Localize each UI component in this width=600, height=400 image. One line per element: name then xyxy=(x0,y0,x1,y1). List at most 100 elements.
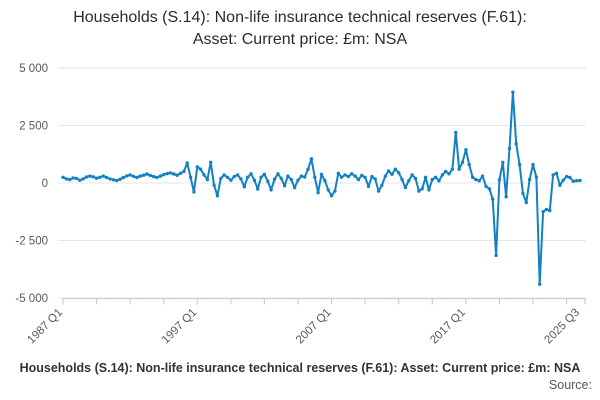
series-point[interactable] xyxy=(336,171,340,175)
series-point[interactable] xyxy=(470,175,475,179)
series-point[interactable] xyxy=(172,172,176,176)
series-point[interactable] xyxy=(527,177,532,182)
series-point[interactable] xyxy=(319,172,324,176)
series-point[interactable] xyxy=(279,176,283,181)
series-point[interactable] xyxy=(168,171,173,175)
series-point[interactable] xyxy=(316,191,320,195)
series-point[interactable] xyxy=(111,178,116,182)
series-point[interactable] xyxy=(162,173,166,177)
series-point[interactable] xyxy=(68,177,72,182)
series-point[interactable] xyxy=(507,146,512,151)
series-point[interactable] xyxy=(497,178,502,182)
series-point[interactable] xyxy=(225,175,230,179)
series-point[interactable] xyxy=(309,157,314,161)
series-point[interactable] xyxy=(192,190,196,194)
series-point[interactable] xyxy=(141,173,146,177)
series-point[interactable] xyxy=(252,178,257,182)
series-point[interactable] xyxy=(299,174,304,178)
series-point[interactable] xyxy=(185,161,189,165)
series-point[interactable] xyxy=(534,175,539,179)
series-point[interactable] xyxy=(397,171,401,175)
series-point[interactable] xyxy=(524,200,528,205)
series-point[interactable] xyxy=(437,179,441,183)
series-point[interactable] xyxy=(366,184,371,189)
series-households-f61[interactable] xyxy=(61,90,582,286)
series-point[interactable] xyxy=(444,169,448,174)
series-point[interactable] xyxy=(104,175,109,180)
series-point[interactable] xyxy=(370,174,374,179)
series-point[interactable] xyxy=(356,177,361,182)
series-point[interactable] xyxy=(393,167,398,171)
series-point[interactable] xyxy=(232,174,236,179)
series-point[interactable] xyxy=(491,197,495,201)
series-point[interactable] xyxy=(178,171,183,175)
series-point[interactable] xyxy=(182,169,186,174)
series-point[interactable] xyxy=(460,160,465,164)
series-point[interactable] xyxy=(215,194,220,198)
series-point[interactable] xyxy=(574,179,579,183)
series-point[interactable] xyxy=(188,175,193,179)
series-point[interactable] xyxy=(323,179,327,183)
series-point[interactable] xyxy=(450,167,455,171)
series-point[interactable] xyxy=(205,177,210,182)
series-point[interactable] xyxy=(229,178,233,182)
series-point[interactable] xyxy=(131,174,136,178)
series-point[interactable] xyxy=(564,174,569,179)
series-point[interactable] xyxy=(480,174,485,178)
series-point[interactable] xyxy=(138,174,142,178)
series-point[interactable] xyxy=(242,185,246,189)
series-point[interactable] xyxy=(84,175,89,179)
series-point[interactable] xyxy=(78,178,82,182)
series-point[interactable] xyxy=(410,173,414,177)
series-point[interactable] xyxy=(420,187,424,191)
series-point[interactable] xyxy=(403,185,408,190)
series-point[interactable] xyxy=(148,173,152,178)
series-point[interactable] xyxy=(94,176,99,180)
series-point[interactable] xyxy=(269,188,273,192)
series-point[interactable] xyxy=(175,173,179,177)
series-point[interactable] xyxy=(108,177,112,181)
series-point[interactable] xyxy=(286,174,290,178)
series-point[interactable] xyxy=(195,165,199,169)
series-point[interactable] xyxy=(343,173,347,177)
series-point[interactable] xyxy=(121,175,126,180)
series-point[interactable] xyxy=(155,175,159,180)
series-point[interactable] xyxy=(135,175,139,180)
series-point[interactable] xyxy=(571,179,575,183)
series-point[interactable] xyxy=(61,175,65,179)
series-point[interactable] xyxy=(430,177,434,182)
series-point[interactable] xyxy=(339,175,344,179)
series-point[interactable] xyxy=(474,177,478,182)
series-point[interactable] xyxy=(289,177,293,182)
series-point[interactable] xyxy=(303,175,307,179)
series-point[interactable] xyxy=(81,177,85,181)
series-point[interactable] xyxy=(447,172,451,176)
series-point[interactable] xyxy=(373,177,377,181)
series-point[interactable] xyxy=(467,162,471,167)
series-point[interactable] xyxy=(390,172,394,176)
series-point[interactable] xyxy=(88,174,92,178)
series-point[interactable] xyxy=(514,142,518,146)
series-point[interactable] xyxy=(363,175,367,179)
series-point[interactable] xyxy=(128,173,132,177)
series-point[interactable] xyxy=(326,188,330,192)
series-point[interactable] xyxy=(329,194,334,198)
series-point[interactable] xyxy=(517,162,522,167)
series-point[interactable] xyxy=(494,253,498,258)
series-point[interactable] xyxy=(568,175,572,180)
series-point[interactable] xyxy=(306,167,310,171)
series-point[interactable] xyxy=(511,90,515,94)
series-point[interactable] xyxy=(158,174,163,178)
series-point[interactable] xyxy=(64,177,69,181)
series-point[interactable] xyxy=(561,178,565,182)
series-point[interactable] xyxy=(209,160,213,164)
series-point[interactable] xyxy=(71,176,75,180)
series-point[interactable] xyxy=(74,176,79,181)
series-point[interactable] xyxy=(454,130,458,135)
series-point[interactable] xyxy=(578,178,582,183)
series-point[interactable] xyxy=(198,167,203,171)
series-point[interactable] xyxy=(235,173,240,177)
series-point[interactable] xyxy=(239,177,243,181)
series-point[interactable] xyxy=(360,173,364,178)
